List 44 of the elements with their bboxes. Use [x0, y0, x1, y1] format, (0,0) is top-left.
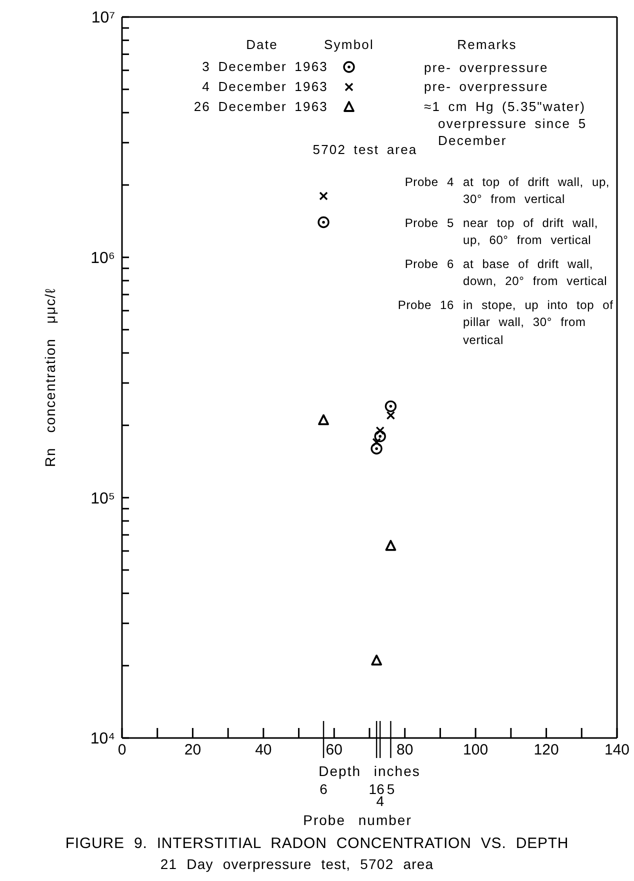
annotation: Probe 16 in stope, up into top of pillar wall, 30° from vertical	[396, 296, 614, 349]
x-tick-label: 60	[326, 742, 342, 759]
y-tick-label: 10⁶	[90, 250, 115, 268]
point	[374, 430, 386, 442]
legend-label: 4 December 1963	[202, 78, 328, 96]
annotation: Symbol	[324, 36, 374, 54]
x-tick-label: 100	[463, 742, 488, 759]
text: 5	[386, 781, 395, 797]
text: 21 Day overpressure test, 5702 area	[159, 855, 435, 874]
y-tick-label: 10⁴	[90, 730, 116, 748]
annotation: Probe 5 near top of drift wall, up, 60° from vertical	[404, 214, 599, 250]
point	[376, 426, 384, 436]
annotation: pre- overpressure	[424, 78, 550, 96]
x-tick-label: 20	[184, 742, 202, 759]
x-tick-label: 140	[604, 742, 630, 759]
annotation: Probe 6 at base of drift wall, down, 20° from vertical	[404, 256, 608, 290]
y-tick-label: 10⁵	[90, 490, 115, 508]
point	[384, 400, 397, 412]
annotation: 5702 test area	[312, 140, 418, 159]
annotation: ≈1 cm Hg (5.35"water) overpressure since 5 December	[424, 98, 588, 150]
text: Probe number	[303, 811, 412, 829]
x-axis-title: Depth inches	[318, 763, 420, 779]
point	[319, 192, 328, 200]
point	[385, 540, 396, 551]
x-tick-label: 120	[534, 742, 559, 759]
legend-label: 26 December 1963	[194, 98, 328, 116]
annotation: Probe 4 at top of drift wall, up, 30° from vertical	[404, 174, 611, 208]
text: FIGURE 9. INTERSTITIAL RADON CONCENTRATION VS. DEPTH	[64, 834, 570, 854]
y-axis-title: Rn concentration μμc/ℓ	[42, 288, 58, 467]
annotation: Remarks	[457, 36, 517, 54]
text: 6	[320, 781, 328, 797]
point	[386, 411, 396, 420]
annotation: pre- overpressure	[424, 58, 550, 76]
x-tick-label: 0	[118, 742, 126, 759]
x-tick-label: 80	[396, 742, 414, 759]
annotation: Date	[246, 36, 278, 54]
y-tick-label: 10⁷	[91, 10, 116, 27]
point	[371, 654, 382, 666]
point	[372, 438, 381, 447]
point	[318, 414, 329, 426]
point	[318, 216, 330, 228]
point	[370, 442, 382, 454]
legend-label: 3 December 1963	[202, 58, 328, 76]
x-tick-label: 40	[255, 742, 272, 759]
